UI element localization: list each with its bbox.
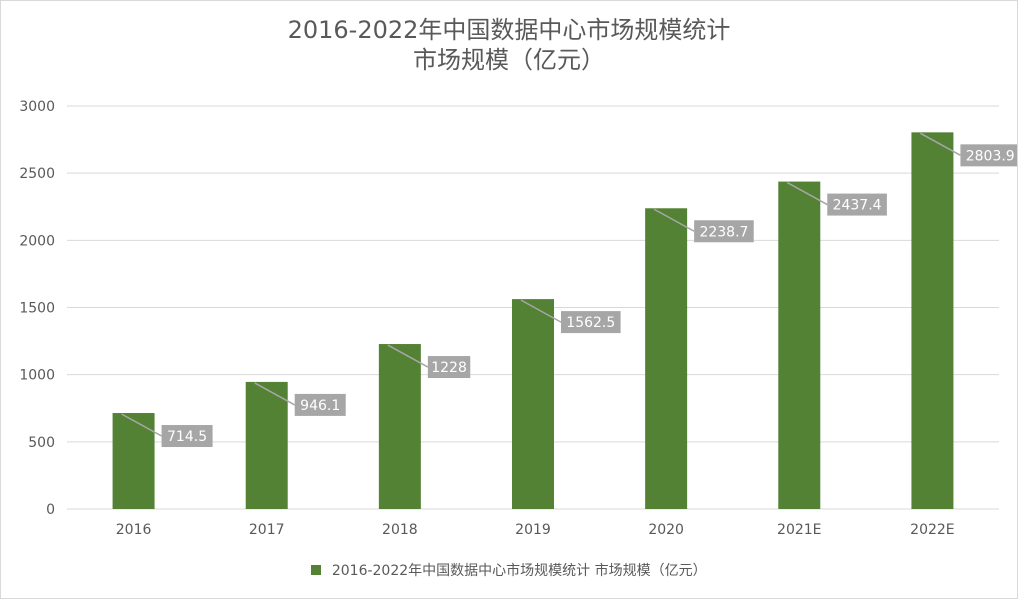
x-tick-label: 2018 (382, 522, 418, 538)
chart-subtitle: 市场规模（亿元） (413, 46, 605, 74)
bar (112, 413, 155, 509)
bar (645, 208, 688, 510)
data-label-leader-line (786, 181, 828, 206)
data-label-leader-line (653, 208, 695, 232)
x-tick-label: 2017 (249, 522, 285, 538)
x-tick-label: 2019 (515, 522, 551, 538)
legend-label: 2016-2022年中国数据中心市场规模统计 市场规模（亿元） (331, 563, 707, 579)
bar (778, 181, 821, 509)
x-tick-label: 2021E (777, 522, 821, 538)
data-label-box (960, 144, 1017, 167)
data-label: 2437.4 (833, 198, 882, 214)
legend-swatch (311, 565, 322, 575)
data-label-box (561, 311, 621, 334)
data-label-box (294, 393, 346, 416)
data-label-box (427, 356, 471, 379)
data-label: 2803.9 (966, 148, 1015, 164)
y-tick-label: 0 (46, 502, 55, 518)
data-label: 2238.7 (699, 224, 748, 240)
y-tick-label: 2500 (19, 166, 55, 182)
data-label-leader-line (254, 382, 296, 406)
y-tick-label: 2000 (19, 233, 55, 249)
data-label-box (694, 220, 754, 243)
data-label: 1228 (431, 360, 467, 376)
bar (378, 344, 421, 509)
y-tick-label: 1000 (19, 368, 55, 384)
data-label: 946.1 (300, 398, 340, 414)
x-tick-label: 2016 (116, 522, 152, 538)
chart-title: 2016-2022年中国数据中心市场规模统计 (287, 16, 731, 44)
data-label-leader-line (920, 132, 961, 156)
bar (245, 381, 288, 509)
x-tick-label: 2020 (648, 522, 684, 538)
x-tick-label: 2022E (910, 522, 954, 538)
chart-title-block: 2016-2022年中国数据中心市场规模统计 市场规模（亿元） (1, 15, 1017, 75)
data-label-leader-line (121, 413, 162, 437)
bar (512, 299, 554, 509)
data-label-box (827, 193, 887, 216)
y-tick-label: 3000 (19, 99, 55, 115)
data-label-box (161, 425, 213, 448)
legend: 2016-2022年中国数据中心市场规模统计 市场规模（亿元） (1, 561, 1017, 581)
data-label: 1562.5 (566, 315, 615, 331)
data-label: 714.5 (167, 429, 207, 445)
y-tick-label: 1500 (19, 301, 55, 317)
data-label-leader-line (387, 344, 429, 368)
bar (911, 132, 954, 509)
y-tick-label: 500 (28, 435, 55, 451)
data-label-leader-line (520, 299, 562, 323)
